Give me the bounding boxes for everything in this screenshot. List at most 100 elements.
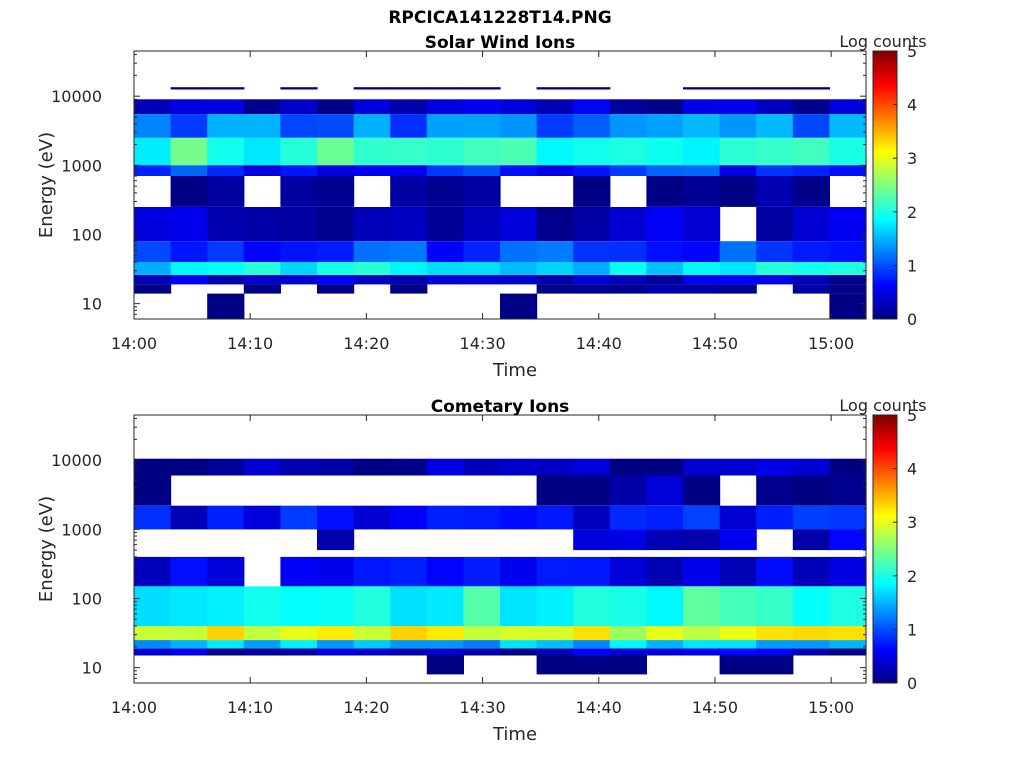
cometary-heatmap-cell — [390, 505, 428, 530]
solar-wind-colorbar-step — [873, 166, 897, 170]
cometary-heatmap-cell — [609, 655, 647, 675]
cometary-heatmap-cell — [573, 475, 611, 506]
solar-wind-heatmap-cell — [426, 99, 464, 115]
cometary-colorbar-step — [873, 557, 897, 561]
cometary-heatmap-cell — [719, 586, 757, 626]
cometary-heatmap-cell — [573, 556, 611, 587]
solar-wind-heatmap-cell — [829, 275, 867, 285]
solar-wind-heatmap-cell — [536, 241, 574, 262]
solar-wind-colorbar-step — [873, 115, 897, 119]
cometary-heatmap-cell — [353, 556, 391, 587]
solar-wind-heatmap-cell — [609, 284, 647, 294]
cometary-heatmap-cell — [170, 586, 208, 626]
solar-wind-colorbar-step — [873, 219, 897, 223]
solar-wind-colorbar-step — [873, 176, 897, 181]
cometary-heatmap-cell — [609, 626, 647, 641]
solar-wind-colorbar-step — [873, 198, 897, 202]
cometary-heatmap-cell — [646, 626, 684, 641]
solar-wind-colorbar-step — [873, 243, 897, 248]
cometary-heatmap-cell — [829, 626, 867, 641]
cometary-colorbar-step — [873, 508, 897, 512]
solar-wind-heatmap-cell — [573, 87, 611, 90]
cometary-heatmap-cell — [463, 648, 501, 656]
solar-wind-heatmap-cell — [170, 207, 208, 242]
solar-wind-colorbar-step — [873, 262, 897, 266]
solar-wind-heatmap-cell — [756, 207, 794, 242]
solar-wind-colorbar-step — [873, 214, 897, 218]
solar-wind-heatmap-cell — [280, 241, 318, 262]
solar-wind-colorbar-step — [873, 249, 897, 253]
solar-wind-colorbar-step — [873, 160, 897, 164]
cometary-colorbar-step — [873, 554, 897, 558]
solar-wind-heatmap-cell — [646, 114, 684, 138]
solar-wind-heatmap-cell — [426, 114, 464, 138]
cometary-heatmap-cell — [280, 556, 318, 587]
solar-wind-colorbar-step — [873, 163, 897, 167]
cometary-colorbar-step — [873, 605, 897, 609]
cometary-heatmap-cell — [646, 556, 684, 587]
solar-wind-heatmap-cell — [683, 99, 721, 115]
solar-wind-colorbar-step — [873, 297, 897, 301]
solar-wind-colorbar-step — [873, 286, 897, 290]
cometary-colorbar-step — [873, 471, 897, 475]
solar-wind-heatmap-cell — [536, 165, 574, 176]
solar-wind-colorbar-step — [873, 126, 897, 130]
cometary-heatmap-cell — [426, 648, 464, 656]
solar-wind-heatmap-cell — [353, 262, 391, 275]
cometary-colorbar-step — [873, 669, 897, 673]
solar-wind-heatmap-cell — [683, 241, 721, 262]
cometary-colorbar-step — [873, 492, 897, 496]
solar-wind-heatmap-cell — [573, 114, 611, 138]
solar-wind-heatmap-cell — [536, 114, 574, 138]
solar-wind-colorbar-step — [873, 316, 897, 320]
solar-wind-heatmap-cell — [207, 137, 245, 166]
cometary-heatmap-cell — [829, 505, 867, 530]
cometary-heatmap-cell — [829, 458, 867, 476]
cometary-colorbar-step — [873, 444, 897, 448]
solar-wind-x-tick-label: 14:20 — [343, 334, 389, 353]
solar-wind-heatmap-cell — [207, 262, 245, 275]
solar-wind-colorbar-step — [873, 281, 897, 285]
cometary-heatmap-cell — [353, 648, 391, 656]
cometary-colorbar-step — [873, 449, 897, 453]
cometary-heatmap-cell — [243, 640, 281, 649]
solar-wind-colorbar-step — [873, 227, 897, 231]
solar-wind-heatmap-cell — [719, 137, 757, 166]
solar-wind-colorbar-step — [873, 313, 897, 317]
solar-wind-heatmap-cell — [500, 165, 538, 176]
cometary-heatmap-cell — [500, 556, 538, 587]
solar-wind-heatmap-cell — [536, 99, 574, 115]
cometary-colorbar-step — [873, 589, 897, 593]
cometary-colorbar-step — [873, 581, 897, 585]
solar-wind-colorbar-step — [873, 246, 897, 250]
cometary-colorbar-step — [873, 624, 897, 628]
solar-wind-colorbar-step — [873, 77, 897, 81]
solar-wind-heatmap-cell — [426, 165, 464, 176]
solar-wind-heatmap-cell — [390, 275, 428, 285]
cometary-heatmap-cell — [317, 529, 355, 551]
solar-wind-colorbar-step — [873, 206, 897, 210]
cometary-colorbar-step — [873, 632, 897, 636]
solar-wind-heatmap-cell — [719, 262, 757, 275]
solar-wind-colorbar-step — [873, 128, 897, 132]
solar-wind-colorbar-step — [873, 209, 897, 213]
solar-wind-heatmap-cell — [683, 262, 721, 275]
solar-wind-heatmap-cell — [463, 241, 501, 262]
solar-wind-y-tick-label: 1000 — [61, 156, 102, 175]
solar-wind-heatmap-cell — [426, 262, 464, 275]
cometary-colorbar-step — [873, 599, 897, 603]
cometary-colorbar-step — [873, 428, 897, 432]
solar-wind-colorbar-step — [873, 61, 897, 65]
cometary-heatmap-cell — [829, 475, 867, 506]
cometary-heatmap-cell — [683, 505, 721, 530]
cometary-heatmap-cell — [609, 475, 647, 506]
cometary-colorbar-tick-label: 2 — [907, 567, 917, 586]
cometary-heatmap-cell — [463, 458, 501, 476]
cometary-heatmap-cell — [829, 556, 867, 587]
cometary-heatmap-cell — [280, 458, 318, 476]
solar-wind-heatmap-cell — [719, 165, 757, 176]
solar-wind-heatmap-cell — [390, 99, 428, 115]
cometary-colorbar-step — [873, 661, 897, 665]
solar-wind-heatmap-cell — [609, 114, 647, 138]
solar-wind-colorbar-step — [873, 155, 897, 159]
